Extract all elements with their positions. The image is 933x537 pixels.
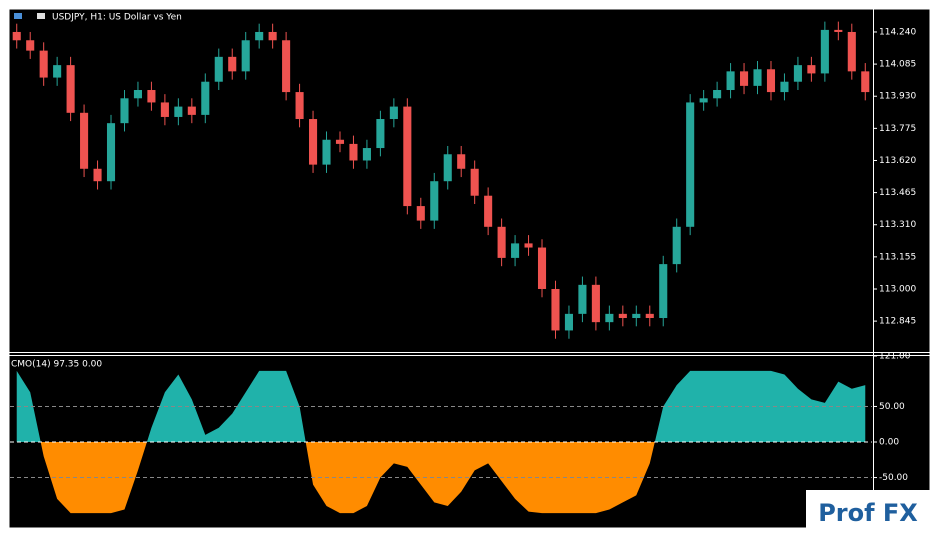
- y-tick-label: 113.310: [879, 220, 916, 230]
- y-tick-label: 113.775: [879, 124, 916, 134]
- candle-body: [551, 288, 560, 331]
- y-tick-label: 121.00: [879, 352, 911, 362]
- candle-body: [847, 31, 856, 72]
- y-tick-label: 114.085: [879, 60, 916, 70]
- candle-body: [726, 71, 735, 91]
- candle-body: [335, 139, 345, 144]
- candle-body: [753, 69, 762, 86]
- flag-icon: [14, 13, 22, 19]
- candle-body: [309, 119, 318, 165]
- candle-body: [820, 29, 829, 74]
- candle-body: [174, 106, 183, 117]
- candle-body: [106, 123, 116, 182]
- candle-body: [524, 243, 533, 248]
- candle-body: [605, 313, 614, 323]
- candle-body: [511, 243, 520, 258]
- logo-background: [806, 490, 930, 530]
- candle-body: [470, 168, 479, 196]
- candle-body: [66, 65, 75, 113]
- y-tick-label: 113.930: [879, 92, 916, 102]
- candle-body: [659, 264, 668, 319]
- flag-icon: [37, 13, 45, 19]
- candle-body: [214, 56, 223, 82]
- chart-title: USDJPY, H1: US Dollar vs Yen: [52, 13, 182, 23]
- candle-body: [12, 31, 21, 41]
- candle-body: [268, 31, 277, 41]
- candle-body: [645, 313, 654, 319]
- y-tick-label: 113.000: [879, 284, 916, 294]
- candle-body: [241, 40, 250, 72]
- candle-body: [416, 206, 425, 221]
- candle-body: [53, 65, 62, 78]
- indicator-title: CMO(14) 97.35 0.00: [11, 360, 102, 370]
- candle-body: [430, 181, 439, 221]
- candle-body: [807, 65, 816, 74]
- candle-body: [389, 106, 398, 120]
- logo: Prof FX: [818, 499, 918, 527]
- y-tick-label: 50.00: [879, 402, 905, 412]
- candle-body: [228, 56, 237, 72]
- cmo-area-positive: [16, 370, 866, 442]
- candle-body: [443, 154, 452, 182]
- candle-body: [497, 226, 506, 258]
- candle-body: [793, 65, 802, 82]
- candle-body: [484, 195, 493, 227]
- candle-body: [578, 284, 587, 314]
- y-tick-label: 113.155: [879, 252, 916, 262]
- candle-body: [349, 143, 358, 161]
- candle-body: [362, 148, 371, 161]
- candle-body: [376, 119, 385, 149]
- candle-body: [766, 69, 776, 93]
- y-tick-label: 113.465: [879, 188, 916, 198]
- candle-body: [160, 102, 169, 117]
- candle-body: [699, 98, 708, 103]
- candle-body: [80, 112, 89, 169]
- candle-body: [322, 139, 331, 165]
- candle-body: [26, 40, 35, 51]
- candle-body: [834, 29, 843, 32]
- candle-body: [861, 71, 870, 93]
- candle-body: [120, 98, 129, 124]
- y-tick-label: -50.00: [879, 473, 908, 483]
- candle-body: [713, 90, 722, 99]
- candle-body: [295, 92, 304, 120]
- candle-body: [39, 50, 48, 78]
- cmo-area-negative: [16, 442, 866, 514]
- candle-body: [201, 81, 210, 115]
- candle-body: [618, 313, 627, 319]
- candle-body: [255, 31, 264, 41]
- y-tick-label: 114.240: [879, 27, 916, 37]
- candle-body: [457, 154, 466, 169]
- candle-body: [403, 106, 412, 207]
- candle-body: [672, 226, 681, 265]
- candle-body: [632, 313, 641, 319]
- y-tick-label: 0.00: [879, 438, 899, 448]
- candle-body: [282, 40, 291, 93]
- candle-body: [537, 247, 547, 289]
- candle-body: [591, 284, 600, 323]
- y-tick-label: 113.620: [879, 156, 916, 166]
- candle-body: [686, 102, 695, 227]
- candle-body: [780, 81, 789, 93]
- y-tick-label: 112.845: [879, 317, 916, 327]
- candle-body: [93, 168, 102, 182]
- candle-body: [740, 71, 749, 86]
- candle-body: [147, 90, 156, 103]
- candle-body: [187, 106, 196, 115]
- candle-body: [564, 313, 573, 331]
- candle-body: [133, 90, 142, 99]
